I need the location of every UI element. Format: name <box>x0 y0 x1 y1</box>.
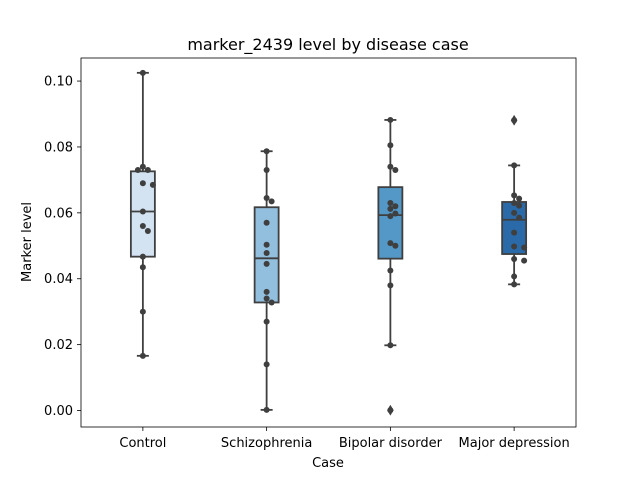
data-point <box>521 257 528 264</box>
data-point <box>139 308 146 315</box>
y-tick-label: 0.00 <box>44 404 73 419</box>
data-point <box>139 208 146 215</box>
x-tick-label: Control <box>119 436 166 451</box>
data-point <box>516 202 523 209</box>
data-point <box>387 282 394 289</box>
data-point <box>263 241 270 248</box>
data-point <box>516 195 523 202</box>
data-point <box>511 255 518 262</box>
data-point <box>139 69 146 76</box>
x-axis-label: Case <box>312 456 344 471</box>
data-point <box>521 244 528 251</box>
data-point <box>511 243 518 250</box>
data-point <box>149 181 156 188</box>
data-point <box>387 199 394 206</box>
data-point <box>387 116 394 123</box>
data-point <box>263 318 270 325</box>
data-point <box>511 192 518 199</box>
data-point <box>144 167 151 174</box>
data-point <box>387 213 394 220</box>
data-point <box>268 198 275 205</box>
x-tick-label: Bipolar disorder <box>339 436 443 451</box>
data-point <box>511 273 518 280</box>
data-point <box>511 209 518 216</box>
data-point <box>263 361 270 368</box>
x-tick-label: Schizophrenia <box>221 436 312 451</box>
data-point <box>139 223 146 230</box>
y-tick-label: 0.10 <box>44 75 73 90</box>
data-point <box>139 253 146 260</box>
data-point <box>139 352 146 359</box>
data-point <box>263 260 270 267</box>
y-axis-label: Marker level <box>20 202 35 282</box>
data-point <box>511 229 518 236</box>
y-tick-label: 0.06 <box>44 206 73 221</box>
data-point <box>516 214 523 221</box>
data-point <box>139 264 146 271</box>
box-bipolar-disorder <box>377 186 404 260</box>
y-tick-label: 0.04 <box>44 272 73 287</box>
data-point <box>263 250 270 257</box>
plot-frame <box>80 57 577 428</box>
data-point <box>387 240 394 247</box>
data-point <box>511 199 518 206</box>
data-point <box>263 288 270 295</box>
data-point <box>387 205 394 212</box>
data-point <box>511 281 518 288</box>
data-point <box>263 295 270 302</box>
data-point <box>263 148 270 155</box>
y-tick-label: 0.02 <box>44 338 73 353</box>
chart-title: marker_2439 level by disease case <box>187 35 468 55</box>
data-point <box>511 162 518 169</box>
data-point <box>144 227 151 234</box>
data-point <box>387 267 394 274</box>
data-point <box>392 167 399 174</box>
data-point <box>263 195 270 202</box>
data-point <box>387 407 394 414</box>
data-point <box>139 180 146 187</box>
data-point <box>387 142 394 149</box>
y-tick-label: 0.08 <box>44 140 73 155</box>
data-point <box>134 167 141 174</box>
data-point <box>392 210 399 217</box>
data-point <box>511 117 518 124</box>
data-point <box>268 299 275 306</box>
x-tick-label: Major depression <box>459 436 570 451</box>
plot-area: 0.00 0.02 0.04 0.06 0.08 0.10 Control Schizophr… <box>44 57 577 451</box>
data-point <box>263 219 270 226</box>
data-point <box>387 163 394 170</box>
data-point <box>392 203 399 210</box>
data-point <box>387 342 394 349</box>
data-point <box>392 242 399 249</box>
data-point <box>263 406 270 413</box>
data-point <box>263 167 270 174</box>
data-point <box>139 163 146 170</box>
